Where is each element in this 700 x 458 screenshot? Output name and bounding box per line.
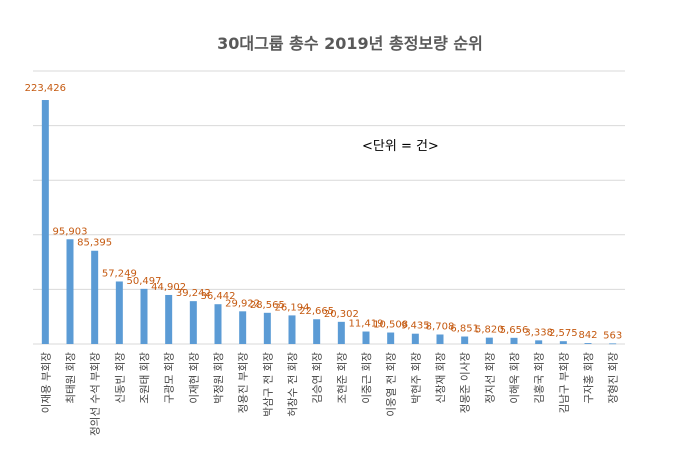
data-label: 563: [603, 330, 622, 341]
category-label: 신창재 회장: [435, 352, 447, 404]
data-label: 57,249: [102, 268, 137, 279]
data-label: 26,194: [275, 302, 310, 313]
bar: [411, 333, 419, 344]
category-label: 이재용 부회장: [40, 352, 52, 414]
bar: [239, 311, 247, 344]
category-label: 김남구 부회장: [558, 352, 570, 414]
bar: [559, 341, 567, 344]
data-label: 39,242: [176, 288, 211, 299]
bar: [115, 281, 123, 344]
category-label: 박정원 회장: [213, 352, 225, 404]
bar: [214, 304, 222, 344]
data-label: 223,426: [25, 83, 66, 94]
bars: [41, 100, 617, 345]
data-label: 95,903: [53, 226, 88, 237]
data-label: 8,708: [426, 321, 455, 332]
bar: [436, 334, 444, 344]
data-label: 11,419: [349, 319, 384, 330]
category-label: 정몽준 이사장: [460, 352, 472, 414]
bar: [189, 301, 197, 344]
data-label: 22,665: [299, 306, 334, 317]
data-label: 5,820: [475, 325, 504, 336]
data-label: 3,338: [524, 327, 553, 338]
category-label: 신동빈 회장: [114, 352, 126, 404]
category-label: 정의선 수석 부회장: [90, 352, 102, 436]
category-label: 최태원 회장: [65, 352, 77, 404]
category-label: 조원태 회장: [139, 352, 151, 404]
bar: [510, 337, 518, 344]
bar: [337, 321, 345, 344]
bar: [584, 343, 592, 344]
bar: [535, 340, 543, 344]
category-label: 조현준 회장: [336, 352, 348, 404]
category-label: 박삼구 전 회장: [262, 352, 274, 417]
unit-note: <단위 = 건>: [362, 139, 439, 154]
bar: [485, 337, 493, 344]
data-label: 36,442: [201, 291, 236, 302]
category-label: 정지선 회장: [484, 352, 496, 404]
bar: [165, 294, 173, 344]
category-label: 구광모 회장: [164, 352, 176, 404]
data-label: 842: [578, 330, 597, 341]
category-label: 박현주 회장: [410, 352, 422, 404]
data-label: 6,851: [450, 324, 479, 335]
bar: [313, 319, 321, 344]
bar: [91, 250, 99, 344]
data-label: 29,922: [225, 298, 260, 309]
data-label: 28,565: [250, 300, 285, 311]
bar: [609, 343, 617, 345]
data-label: 20,302: [324, 309, 359, 320]
data-label: 5,656: [500, 325, 529, 336]
category-label: 이웅열 전 회장: [386, 352, 398, 417]
category-label: 장형진 회장: [608, 352, 620, 404]
bar: [263, 312, 271, 344]
category-label: 정용진 부회장: [238, 352, 250, 414]
data-label: 50,497: [127, 276, 162, 287]
data-label: 10,508: [373, 320, 408, 331]
data-label: 85,395: [77, 238, 112, 249]
category-label: 김홍국 회장: [533, 352, 546, 404]
category-label: 허창수 전 회장: [287, 352, 299, 417]
data-label: 2,575: [549, 328, 578, 339]
chart-title: 30대그룹 총수 2019년 총정보량 순위: [217, 34, 483, 53]
bar: [66, 239, 74, 344]
bar: [288, 315, 296, 344]
category-label: 이재현 회장: [188, 352, 200, 404]
bar: [387, 332, 395, 344]
data-label: 44,902: [151, 282, 186, 293]
category-label: 이중근 회장: [361, 352, 373, 404]
bar: [461, 336, 469, 344]
bar: [140, 288, 148, 344]
bar: [362, 331, 370, 344]
category-label: 김승연 회장: [312, 352, 324, 404]
gridlines: [33, 70, 625, 345]
category-label: 구자홍 회장: [582, 352, 595, 404]
category-labels: 이재용 부회장 최태원 회장 정의선 수석 부회장 신동빈 회장 조원태 회장 구광모 회…: [40, 352, 619, 436]
category-label: 이해욱 회장: [508, 352, 521, 404]
data-label: 9,435: [401, 321, 430, 332]
bar: [41, 100, 49, 345]
